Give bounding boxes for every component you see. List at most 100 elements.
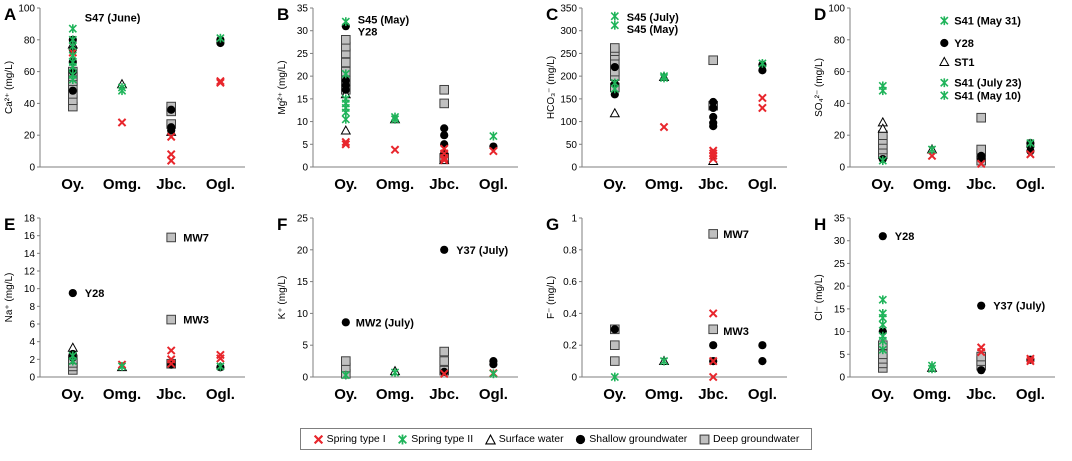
y-tick-label: 20	[297, 245, 309, 256]
data-point	[216, 78, 225, 88]
data-point	[117, 362, 127, 371]
legend-marker-spring-type-1	[313, 434, 323, 444]
y-tick-label: 300	[560, 26, 577, 37]
data-point	[927, 145, 937, 154]
data-point	[758, 341, 767, 350]
data-point	[439, 84, 449, 95]
annotation-label: MW3	[723, 326, 749, 338]
y-tick-label: 200	[560, 72, 577, 83]
data-point	[758, 93, 767, 103]
panel-B: B Mg²⁺ (mg/L) 0 5 10 15 20 25 30 35 Oy. Omg. Jbc. Ogl…	[277, 4, 518, 193]
series-shallow-groundwater	[68, 35, 225, 135]
y-tick-label: 25	[834, 259, 846, 270]
y-tick-label: 0	[29, 163, 35, 174]
y-tick-label: 30	[297, 26, 309, 37]
data-point	[1026, 138, 1035, 148]
y-tick-label: 0.8	[563, 245, 577, 256]
panel-D: D SO₄²⁻ (mg/L) 0 20 40 60 80 100 Oy. Omg. Jbc. Ogl.…	[814, 4, 1055, 193]
y-tick-label: 40	[24, 99, 36, 110]
panel-label: G	[546, 215, 559, 234]
series-spring-type-2	[341, 368, 498, 380]
y-tick-label: 100	[828, 4, 845, 15]
y-axis-label: Ca²⁺ (mg/L)	[4, 61, 15, 114]
legend-item-spring-type-1: Spring type I	[313, 433, 386, 445]
data-point	[439, 144, 449, 154]
data-point	[341, 137, 351, 147]
x-category-label: Jbc.	[698, 386, 728, 403]
panel-label: F	[277, 215, 287, 234]
y-tick-label: 60	[834, 67, 846, 78]
data-point	[489, 360, 498, 369]
y-tick-label: 80	[24, 35, 36, 46]
data-point	[708, 146, 718, 155]
data-point	[440, 131, 449, 140]
annotation-label: S45 (May)	[358, 14, 410, 26]
y-tick-label: 18	[24, 214, 36, 225]
data-point	[1026, 149, 1035, 159]
data-point	[708, 324, 719, 335]
y-tick-label: 0	[29, 373, 35, 384]
panel-H: H Cl⁻ (mg/L) 0 5 10 15 20 25 30 35 Oy. Omg. Jbc. Ogl.…	[814, 214, 1055, 403]
x-category-label: Oy.	[871, 176, 894, 193]
y-tick-label: 10	[297, 309, 309, 320]
series-deep-groundwater	[878, 340, 987, 373]
y-tick-label: 5	[302, 140, 308, 151]
data-point	[708, 356, 718, 366]
data-point	[659, 73, 669, 83]
data-point	[609, 107, 621, 118]
data-point	[878, 320, 887, 330]
x-category-label: Jbc.	[698, 176, 728, 193]
data-point	[708, 309, 718, 318]
y-tick-label: 1	[571, 214, 577, 225]
data-point	[709, 97, 718, 107]
data-point	[68, 41, 77, 51]
legend-item-shallow-groundwater: Shallow groundwater	[575, 433, 687, 445]
data-point	[341, 17, 350, 27]
annotation-label: MW7	[183, 232, 209, 244]
annotation-label: S47 (June)	[85, 13, 141, 25]
x-category-label: Oy.	[603, 176, 626, 193]
y-axis-label: K⁺ (mg/L)	[277, 276, 288, 320]
y-tick-label: 20	[24, 131, 36, 142]
x-category-label: Ogl.	[748, 176, 777, 193]
data-point	[390, 114, 400, 124]
y-tick-label: 30	[834, 236, 846, 247]
y-tick-label: 100	[18, 4, 35, 15]
data-point	[709, 103, 718, 113]
panel-label: B	[277, 5, 289, 24]
x-category-label: Omg.	[103, 176, 141, 193]
series-shallow-groundwater	[341, 245, 498, 377]
panel-A: A Ca²⁺ (mg/L) 0 20 40 60 80 100 Oy. Omg. Jbc. Ogl. S…	[4, 4, 245, 193]
annotation-label: MW3	[183, 315, 209, 327]
series-spring-type-1	[976, 343, 1035, 366]
legend-marker-deep-groundwater	[699, 434, 710, 444]
panel-label: C	[546, 5, 558, 24]
x-category-label: Ogl.	[206, 386, 235, 403]
annotation-label: S41 (May 31)	[954, 16, 1021, 28]
panel-label: H	[814, 215, 826, 234]
data-point	[878, 336, 887, 346]
y-tick-label: 20	[834, 131, 846, 142]
x-category-label: Ogl.	[479, 386, 508, 403]
x-category-label: Omg.	[376, 176, 414, 193]
annotation-label: Y28	[954, 38, 974, 50]
annotation-label: Y37 (July)	[993, 301, 1045, 313]
series-spring-type-1	[68, 48, 225, 165]
data-point	[166, 132, 176, 142]
legend-label-surface-water: Surface water	[498, 433, 564, 445]
data-point	[927, 364, 937, 374]
data-point	[610, 356, 620, 366]
y-tick-label: 40	[834, 99, 846, 110]
y-tick-label: 35	[834, 214, 846, 225]
y-tick-label: 0	[302, 163, 308, 174]
series-spring-type-1	[659, 93, 767, 164]
data-point	[489, 369, 498, 379]
data-point	[610, 11, 619, 21]
y-tick-label: 350	[560, 4, 577, 15]
x-category-label: Ogl.	[206, 176, 235, 193]
annotation-label: Y28	[85, 288, 105, 300]
y-tick-label: 4	[29, 337, 35, 348]
data-point	[976, 351, 987, 362]
data-point	[117, 86, 127, 96]
legend-item-surface-water: Surface water	[484, 433, 564, 445]
